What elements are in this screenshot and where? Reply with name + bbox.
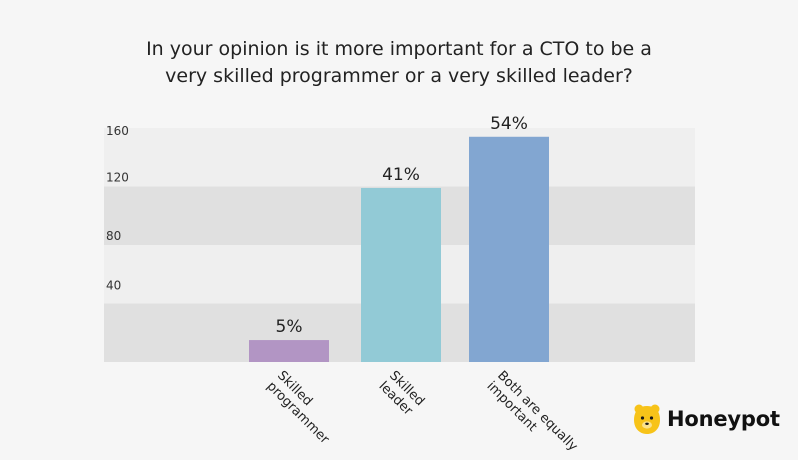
bar — [249, 340, 329, 362]
y-tick-label: 40 — [106, 279, 121, 293]
brand-name: Honeypot — [667, 407, 780, 431]
bear-icon — [634, 404, 660, 434]
chart-title: In your opinion is it more important for… — [0, 36, 798, 90]
data-label: 54% — [490, 114, 528, 134]
y-tick-label: 160 — [106, 124, 129, 138]
y-tick-label: 120 — [106, 171, 129, 185]
bar — [469, 136, 549, 362]
chart-title-line-2: very skilled programmer or a very skille… — [165, 65, 633, 87]
chart-title-line-1: In your opinion is it more important for… — [146, 38, 652, 60]
bar — [361, 187, 441, 362]
y-tick-label: 80 — [106, 229, 121, 243]
data-label: 5% — [276, 317, 303, 337]
grid-band — [104, 128, 695, 187]
brand-logo: Honeypot — [633, 402, 780, 436]
data-label: 41% — [382, 165, 420, 185]
